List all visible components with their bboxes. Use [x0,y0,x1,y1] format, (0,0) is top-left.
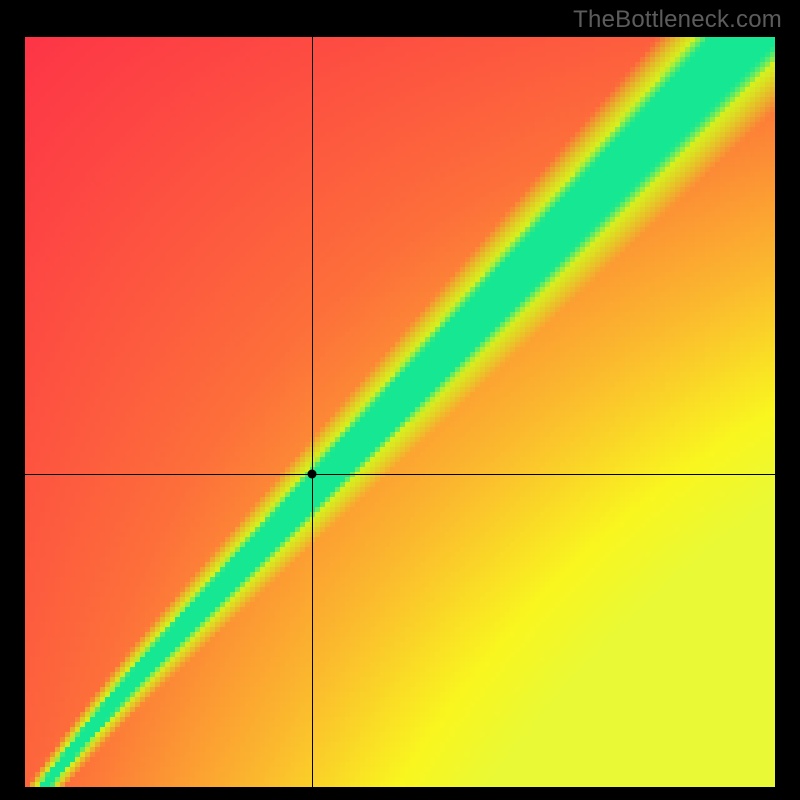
crosshair-horizontal [25,474,775,475]
crosshair-vertical [312,37,313,787]
marker-dot [308,469,317,478]
chart-container: TheBottleneck.com [0,0,800,800]
plot-area [25,37,775,787]
watermark-text: TheBottleneck.com [573,6,782,34]
heatmap-canvas [25,37,775,787]
